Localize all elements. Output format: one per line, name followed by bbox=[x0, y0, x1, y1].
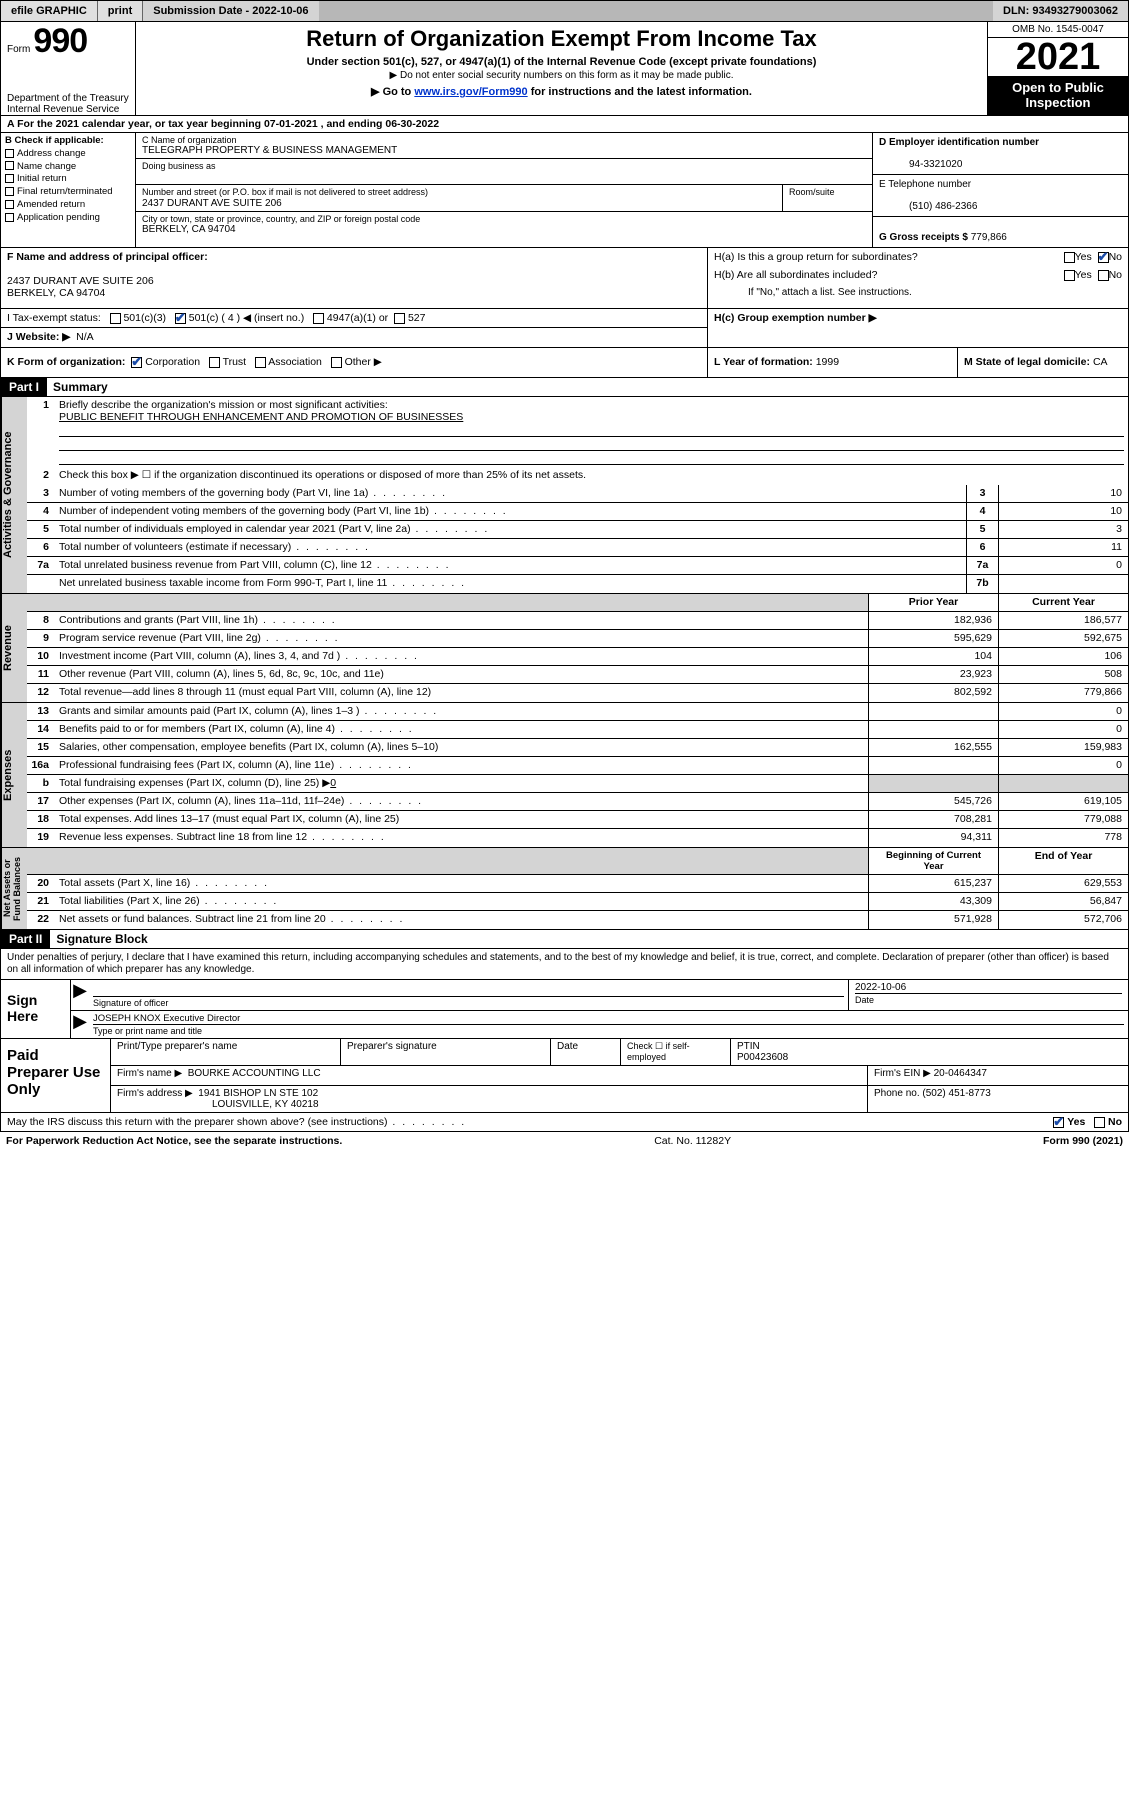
row-f-h: F Name and address of principal officer:… bbox=[0, 248, 1129, 309]
org-name: TELEGRAPH PROPERTY & BUSINESS MANAGEMENT bbox=[142, 145, 866, 156]
firm-name: BOURKE ACCOUNTING LLC bbox=[188, 1068, 321, 1079]
form-number: 990 bbox=[33, 22, 87, 60]
discuss-row: May the IRS discuss this return with the… bbox=[0, 1113, 1129, 1132]
row-i-j: I Tax-exempt status: 501(c)(3) 501(c) ( … bbox=[0, 309, 1129, 348]
part-i-header: Part I Summary bbox=[0, 378, 1129, 397]
mission-text: PUBLIC BENEFIT THROUGH ENHANCEMENT AND P… bbox=[59, 411, 463, 423]
box-d-e-g: D Employer identification number 94-3321… bbox=[873, 133, 1128, 247]
box-c: C Name of organization TELEGRAPH PROPERT… bbox=[136, 133, 873, 247]
form-subtitle-3: ▶ Go to www.irs.gov/Form990 for instruct… bbox=[144, 85, 979, 98]
section-expenses: Expenses 13Grants and similar amounts pa… bbox=[0, 703, 1129, 848]
sig-date: 2022-10-06 bbox=[855, 982, 906, 993]
firm-phone: (502) 451-8773 bbox=[922, 1088, 990, 1099]
ptin: P00423608 bbox=[737, 1052, 788, 1063]
vlabel-net-assets: Net Assets or Fund Balances bbox=[1, 848, 27, 929]
tax-year-line: A For the 2021 calendar year, or tax yea… bbox=[0, 116, 1129, 133]
top-toolbar: efile GRAPHIC print Submission Date - 20… bbox=[0, 0, 1129, 22]
form-header: Form 990 Department of the Treasury Inte… bbox=[0, 22, 1129, 116]
row-k-l-m: K Form of organization: Corporation Trus… bbox=[0, 348, 1129, 378]
org-address: 2437 DURANT AVE SUITE 206 bbox=[142, 198, 282, 209]
telephone: (510) 486-2366 bbox=[879, 201, 977, 212]
form-subtitle-1: Under section 501(c), 527, or 4947(a)(1)… bbox=[144, 56, 979, 68]
box-b: B Check if applicable: Address change Na… bbox=[1, 133, 136, 247]
vlabel-governance: Activities & Governance bbox=[1, 397, 27, 593]
form-prefix: Form bbox=[7, 44, 30, 55]
signature-intro: Under penalties of perjury, I declare th… bbox=[0, 949, 1129, 980]
irs-link[interactable]: www.irs.gov/Form990 bbox=[414, 86, 527, 98]
officer-name: JOSEPH KNOX Executive Director bbox=[93, 1013, 240, 1024]
dept-label: Department of the Treasury Internal Reve… bbox=[7, 93, 129, 115]
form-title: Return of Organization Exempt From Incom… bbox=[144, 26, 979, 52]
tax-year: 2021 bbox=[988, 38, 1128, 77]
website: N/A bbox=[76, 331, 94, 343]
page-footer: For Paperwork Reduction Act Notice, see … bbox=[0, 1132, 1129, 1150]
entity-block: B Check if applicable: Address change Na… bbox=[0, 133, 1129, 248]
sign-here-block: Sign Here ▶ Signature of officer 2022-10… bbox=[0, 980, 1129, 1039]
section-revenue: Revenue Prior YearCurrent Year 8Contribu… bbox=[0, 594, 1129, 703]
org-city: BERKELY, CA 94704 bbox=[142, 224, 866, 235]
firm-ein: 20-0464347 bbox=[934, 1068, 987, 1079]
vlabel-revenue: Revenue bbox=[1, 594, 27, 702]
section-governance: Activities & Governance 1 Briefly descri… bbox=[0, 397, 1129, 594]
form-subtitle-2: ▶ Do not enter social security numbers o… bbox=[144, 70, 979, 81]
paid-preparer-block: Paid Preparer Use Only Print/Type prepar… bbox=[0, 1039, 1129, 1113]
dln-label: DLN: 93493279003062 bbox=[993, 1, 1128, 21]
part-ii-header: Part II Signature Block bbox=[0, 930, 1129, 949]
open-public-badge: Open to Public Inspection bbox=[988, 77, 1128, 115]
gross-receipts: 779,866 bbox=[971, 232, 1007, 243]
print-button[interactable]: print bbox=[98, 1, 143, 21]
submission-date: Submission Date - 2022-10-06 bbox=[143, 1, 318, 21]
efile-button[interactable]: efile GRAPHIC bbox=[1, 1, 98, 21]
vlabel-expenses: Expenses bbox=[1, 703, 27, 847]
ein: 94-3321020 bbox=[879, 159, 962, 170]
section-net-assets: Net Assets or Fund Balances Beginning of… bbox=[0, 848, 1129, 930]
